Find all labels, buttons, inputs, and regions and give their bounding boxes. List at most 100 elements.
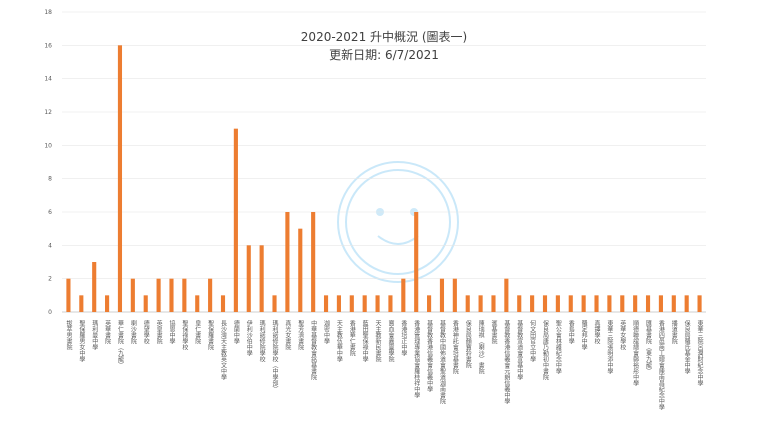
x-category-label: 真鐸學校 (593, 319, 600, 345)
x-axis-category-labels: 拔萃男書院 聖保羅男女中學 瑪利曼中學 英華書院 華仁書院（九龍） 喇沙書院 德望學校 英皇書… (65, 319, 703, 411)
bar (427, 295, 432, 312)
y-tick-label: 16 (44, 42, 52, 49)
bar (491, 295, 496, 312)
x-category-label: 拔萃男書院 (65, 319, 72, 351)
x-category-label: 聖芳濟書院 (297, 320, 304, 351)
chart-subtitle: 更新日期: 6/7/2021 (329, 47, 439, 62)
bar (607, 295, 612, 312)
bar (684, 295, 689, 312)
x-category-label: 香港華仁書院 (348, 319, 355, 357)
bar (620, 295, 625, 312)
y-tick-label: 18 (44, 9, 52, 16)
bar (323, 295, 329, 312)
x-category-label: 皇仁書院 (194, 319, 201, 345)
x-category-label: 德望學校 (142, 319, 149, 345)
y-tick-label: 2 (48, 276, 52, 283)
bar (233, 128, 238, 312)
y-tick-label: 14 (44, 76, 52, 83)
x-category-label: 聖公會林護紀念中學 (554, 320, 561, 375)
bar (66, 278, 71, 312)
x-category-label: 聖保祿學校 (181, 320, 188, 351)
bar (156, 278, 161, 312)
bar (671, 295, 676, 312)
y-axis-tick-labels: 0 2 4 6 8 10 12 14 16 18 (44, 9, 52, 316)
bar (375, 295, 380, 312)
y-tick-label: 10 (44, 142, 52, 149)
x-category-label: 香島中學 (567, 319, 574, 345)
x-category-label: 東華三院張明添中學 (606, 319, 613, 375)
bar (504, 278, 509, 312)
x-category-label: 保良局顏寶鈴書院 (464, 319, 471, 369)
bar (195, 295, 200, 312)
watermark-logo (337, 161, 459, 283)
bar (220, 295, 226, 312)
bar (478, 295, 483, 312)
bar (105, 295, 110, 312)
bar (633, 295, 638, 312)
x-category-label: 迦密中學 (323, 319, 330, 345)
x-category-label: 滙基書院 (490, 319, 497, 345)
x-category-label: 瑪利諾修院學校 (258, 320, 265, 363)
x-category-label: 英華書院 (104, 319, 111, 345)
x-category-label: 順德聯誼總會鄭裕彤中學 (632, 320, 639, 387)
bar (246, 245, 251, 312)
bar (697, 295, 702, 312)
chart-title: 2020-2021 升中概況 (圖表一) (301, 29, 467, 44)
bar (182, 278, 187, 312)
x-category-label: 基督教香港信義會信義中學 (426, 319, 433, 393)
x-category-label: 東華三院呂潤財紀念中學 (696, 319, 703, 387)
x-category-label: 華仁書院（九龍） (116, 319, 123, 368)
bar (259, 245, 264, 312)
bar (143, 295, 148, 312)
bar (349, 295, 354, 312)
bar (581, 295, 586, 312)
bar (414, 212, 419, 312)
x-category-label: 香港管理專業協會羅桂祥中學 (413, 319, 420, 399)
x-category-label: 聖保羅書院 (207, 320, 214, 351)
bar (117, 45, 123, 312)
bar (336, 295, 341, 312)
bar (645, 295, 651, 312)
x-category-label: 真光女書院 (284, 319, 291, 351)
x-category-label: 德蘭中學 (232, 319, 239, 345)
bar (79, 295, 84, 312)
x-category-label: 香港培正中學 (400, 319, 407, 357)
x-category-label: 保良局羅氏基金中學 (683, 319, 690, 375)
x-category-label: 天主教新民書院 (374, 320, 381, 363)
bar (542, 295, 548, 312)
y-tick-label: 8 (48, 176, 52, 183)
x-category-label: 何文田官立中學 (529, 319, 536, 363)
bar (311, 212, 316, 312)
bar (208, 278, 213, 312)
x-category-label: 英華女學校 (619, 319, 626, 351)
x-category-label: 協恩中學 (168, 319, 175, 345)
bar (92, 262, 97, 312)
gridlines (62, 11, 706, 279)
x-category-label: 寶血會嘉靈學院 (387, 319, 394, 363)
x-category-label: 香港四邑商工總會陳南昌紀念中學 (657, 319, 664, 411)
y-tick-label: 0 (48, 309, 52, 316)
bar (169, 278, 174, 312)
x-category-label: 羅定邦中學 (580, 320, 587, 351)
bar (272, 295, 277, 312)
bar (388, 295, 393, 312)
bar (401, 278, 406, 312)
x-category-label: 匯基書院（東九龍） (645, 320, 652, 374)
y-tick-label: 6 (48, 209, 52, 216)
x-category-label: 保良局唐乃勤初中書院 (542, 319, 549, 381)
bar (130, 278, 135, 312)
bar (452, 278, 457, 312)
bar (439, 278, 445, 312)
x-category-label: 陳瑞祺（喇沙）書院 (477, 319, 484, 375)
bar (568, 295, 573, 312)
bar (285, 212, 290, 312)
bar (555, 295, 560, 312)
bar (362, 295, 367, 312)
bars (66, 45, 702, 312)
x-category-label: 聖保羅男女中學 (78, 320, 85, 363)
bar (298, 228, 303, 312)
x-category-label: 基督教宣道會宣基中學 (516, 319, 523, 381)
x-category-label: 香港神託會培基書院 (451, 319, 458, 375)
